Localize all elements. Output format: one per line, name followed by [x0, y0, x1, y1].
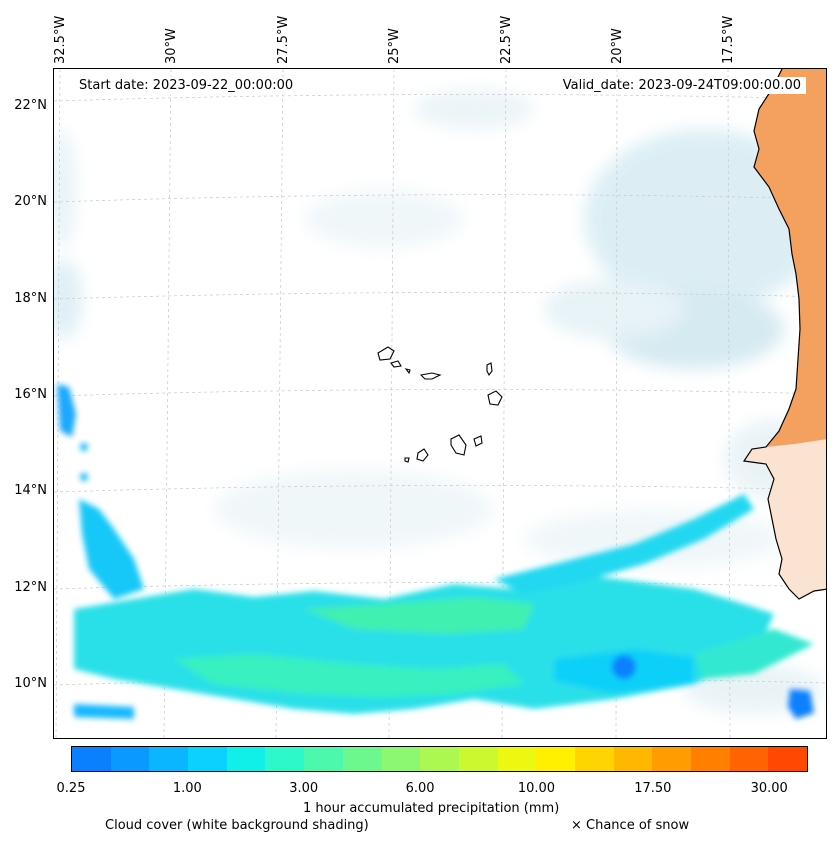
- colorbar-cell: [265, 747, 305, 771]
- africa-coastline: [742, 69, 826, 600]
- lon-label-32.5w: 32.5°W: [53, 15, 68, 64]
- colorbar-cell: [574, 747, 614, 771]
- cloud-patch: [414, 89, 534, 129]
- lat-label-22n: 22°N: [14, 98, 47, 113]
- island-brava: [404, 457, 410, 463]
- snow-legend: × Chance of snow: [571, 818, 690, 833]
- lon-label-22.5w: 22.5°W: [499, 15, 514, 64]
- colorbar-tick-label: 30.00: [750, 781, 788, 796]
- africa-land-pale: [744, 439, 826, 599]
- map-canvas: [54, 69, 826, 738]
- precip-cell: [612, 655, 636, 679]
- lon-label-20w: 20°W: [610, 28, 625, 64]
- precipitation-colorbar: [71, 746, 808, 772]
- island-santo-antao: [377, 346, 395, 361]
- lat-label-14n: 14°N: [14, 483, 47, 498]
- precipitation-shading: [57, 384, 814, 719]
- colorbar-tick-label: 3.00: [289, 781, 319, 796]
- island-fogo: [416, 448, 429, 462]
- colorbar-cell: [497, 747, 537, 771]
- colorbar-cell: [420, 747, 459, 771]
- precip-west-edge: [57, 384, 76, 437]
- colorbar-cell: [729, 747, 769, 771]
- colorbar-cell: [149, 747, 189, 771]
- colorbar-tick-label: 0.25: [56, 781, 86, 796]
- precip-arc-east: [494, 494, 754, 594]
- cape-verde-islands: [377, 346, 503, 463]
- island-boa-vista: [487, 390, 503, 406]
- colorbar-cell: [188, 747, 227, 771]
- lat-label-20n: 20°N: [14, 194, 47, 209]
- start-date-label: Start date: 2023-09-22_00:00:00: [74, 77, 299, 94]
- colorbar-cell: [691, 747, 730, 771]
- cloud-patch: [54, 129, 76, 249]
- colorbar-cell: [226, 747, 266, 771]
- precip-east-strip: [694, 629, 814, 679]
- colorbar-tick-label: 17.50: [634, 781, 672, 796]
- colorbar-cell: [110, 747, 150, 771]
- colorbar-cell: [342, 747, 382, 771]
- island-sao-nicolau: [419, 372, 442, 380]
- lat-label-12n: 12°N: [14, 580, 47, 595]
- precip-east-blob: [788, 689, 814, 719]
- precip-band-core-3: [304, 597, 534, 634]
- colorbar-cell: [72, 747, 111, 771]
- colorbar-cell: [458, 747, 498, 771]
- precip-cell: [80, 443, 88, 451]
- colorbar-cell: [381, 747, 421, 771]
- cloud-cover-legend: Cloud cover (white background shading): [105, 818, 369, 833]
- colorbar-label: 1 hour accumulated precipitation (mm): [303, 801, 560, 816]
- island-santiago: [450, 434, 467, 456]
- colorbar-tick-label: 1.00: [172, 781, 202, 796]
- lon-label-17.5w: 17.5°W: [721, 15, 736, 64]
- colorbar-cell: [304, 747, 343, 771]
- island-maio: [473, 435, 483, 447]
- cloud-patch: [304, 189, 464, 249]
- lat-label-10n: 10°N: [14, 676, 47, 691]
- precip-arc-west: [79, 499, 144, 599]
- precip-south-strip: [74, 704, 134, 719]
- cloud-patch: [214, 469, 494, 549]
- colorbar-cell: [652, 747, 691, 771]
- island-sao-vicente: [390, 360, 402, 368]
- colorbar-cell: [536, 747, 575, 771]
- map-panel[interactable]: Start date: 2023-09-22_00:00:00 Valid_da…: [53, 68, 827, 739]
- colorbar-tick-label: 6.00: [405, 781, 435, 796]
- lon-label-25w: 25°W: [387, 28, 402, 64]
- island-santa-luzia: [404, 368, 411, 375]
- valid-date-label: Valid_date: 2023-09-24T09:00:00.00: [557, 77, 806, 94]
- lat-label-18n: 18°N: [14, 291, 47, 306]
- lat-label-16n: 16°N: [14, 387, 47, 402]
- cloud-patch: [54, 259, 82, 339]
- lon-label-30w: 30°W: [164, 28, 179, 64]
- colorbar-cell: [613, 747, 653, 771]
- colorbar-cell: [768, 747, 808, 771]
- colorbar-tick-label: 10.00: [517, 781, 556, 796]
- island-sal: [486, 362, 493, 377]
- cloud-patch: [544, 279, 684, 339]
- lon-label-27.5w: 27.5°W: [276, 15, 291, 64]
- precip-cell: [80, 473, 88, 481]
- precip-band-core: [174, 654, 524, 697]
